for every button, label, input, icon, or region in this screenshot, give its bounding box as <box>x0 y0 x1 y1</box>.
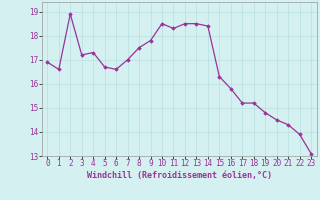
X-axis label: Windchill (Refroidissement éolien,°C): Windchill (Refroidissement éolien,°C) <box>87 171 272 180</box>
